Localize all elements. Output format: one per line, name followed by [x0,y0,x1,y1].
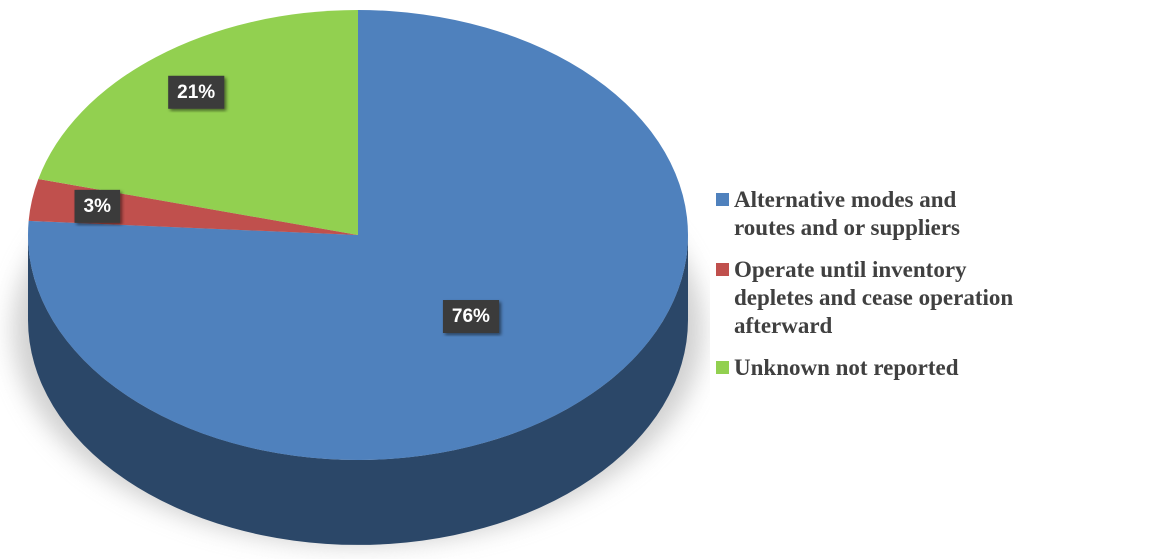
data-label-box [74,189,121,223]
data-label-group: 76% [442,300,500,334]
legend-swatch [716,361,729,374]
legend-swatch [716,263,729,276]
slice [38,10,359,235]
chart: 76% 3% 21% [13,10,703,545]
data-label: 21% [177,82,215,103]
data-label-group: 21% [168,75,225,109]
legend-label: Alternative modes and routes and or supp… [734,187,961,240]
slice [28,10,689,460]
data-label: 76% [452,306,490,327]
data-label: 3% [84,196,112,217]
legend-item: Operate until inventory depletes and cea… [716,256,1156,340]
legend-item: Unknown not reported [716,354,1156,382]
legend: Alternative modes and routes and or supp… [716,186,1156,396]
data-label-group: 3% [74,189,121,223]
data-label-box [442,300,500,334]
legend-swatch [716,193,729,206]
data-label-box [168,75,225,109]
legend-item: Alternative modes and routes and or supp… [716,186,1156,242]
slice-side [28,235,688,545]
legend-label: Unknown not reported [734,355,959,380]
legend-label: Operate until inventory depletes and cea… [734,257,1014,338]
